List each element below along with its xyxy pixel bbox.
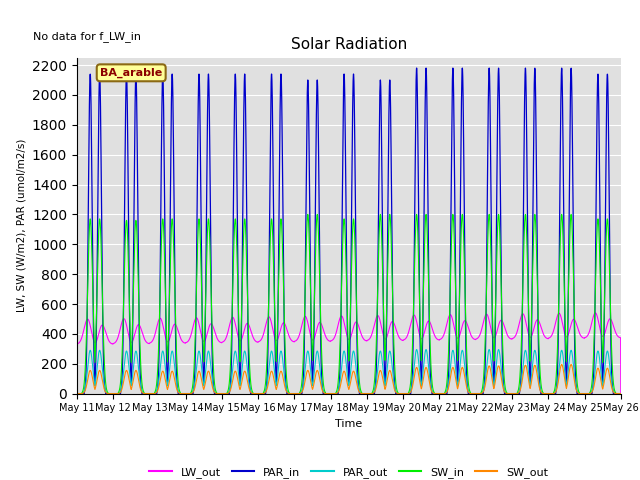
PAR_out — [616, 391, 624, 396]
SW_out — [558, 361, 566, 367]
X-axis label: Time: Time — [335, 419, 362, 429]
Line: LW_out: LW_out — [77, 313, 621, 394]
SW_in — [314, 212, 321, 217]
PAR_in — [617, 391, 625, 396]
LW_out — [616, 335, 624, 341]
Title: Solar Radiation: Solar Radiation — [291, 37, 407, 52]
LW_out — [440, 330, 448, 336]
PAR_out — [617, 391, 625, 396]
LW_out — [328, 337, 336, 343]
SW_out — [440, 391, 448, 396]
SW_out — [328, 391, 336, 396]
LW_out — [502, 327, 509, 333]
SW_out — [502, 390, 509, 396]
PAR_in — [413, 65, 420, 71]
Y-axis label: LW, SW (W/m2), PAR (umol/m2/s): LW, SW (W/m2), PAR (umol/m2/s) — [16, 139, 26, 312]
PAR_in — [471, 391, 479, 396]
PAR_out — [471, 391, 479, 396]
Line: PAR_in: PAR_in — [77, 68, 621, 394]
Legend: LW_out, PAR_in, PAR_out, SW_in, SW_out: LW_out, PAR_in, PAR_out, SW_in, SW_out — [145, 462, 552, 480]
PAR_in — [616, 391, 624, 396]
Line: SW_out: SW_out — [77, 364, 621, 394]
SW_in — [502, 386, 509, 392]
SW_in — [73, 391, 81, 396]
SW_in — [471, 391, 479, 396]
SW_in — [171, 277, 179, 283]
SW_in — [616, 391, 624, 396]
SW_out — [73, 391, 81, 396]
Line: SW_in: SW_in — [77, 215, 621, 394]
Text: BA_arable: BA_arable — [100, 68, 163, 78]
PAR_out — [441, 391, 449, 396]
LW_out — [471, 336, 479, 342]
LW_out — [171, 322, 179, 327]
PAR_out — [171, 363, 179, 369]
Line: PAR_out: PAR_out — [77, 349, 621, 394]
PAR_out — [502, 390, 509, 396]
SW_in — [617, 391, 625, 396]
PAR_in — [73, 391, 81, 396]
PAR_in — [441, 391, 449, 396]
SW_in — [441, 391, 449, 396]
LW_out — [591, 310, 599, 316]
PAR_out — [73, 391, 81, 396]
PAR_in — [171, 254, 179, 260]
SW_out — [171, 376, 179, 382]
SW_out — [617, 391, 625, 396]
SW_in — [329, 391, 337, 396]
PAR_out — [328, 391, 336, 396]
PAR_in — [502, 391, 509, 396]
LW_out — [617, 391, 625, 396]
PAR_out — [413, 347, 420, 352]
Text: No data for f_LW_in: No data for f_LW_in — [33, 31, 141, 42]
LW_out — [73, 341, 81, 347]
SW_out — [471, 391, 479, 396]
SW_out — [616, 391, 624, 396]
PAR_in — [328, 391, 336, 396]
